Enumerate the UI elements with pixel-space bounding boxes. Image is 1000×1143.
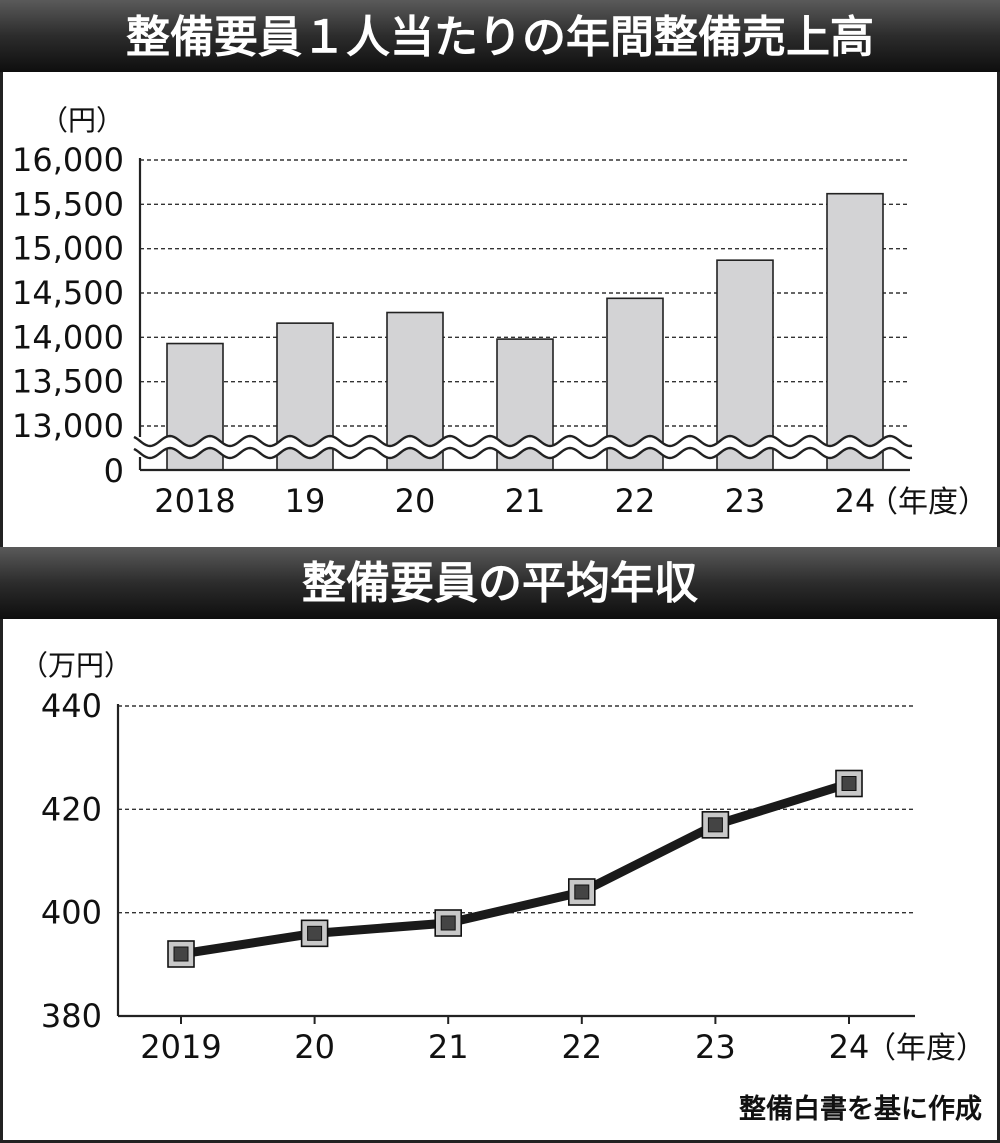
bar-chart-y-tick-label: 15,000 [12,230,124,268]
line-chart-x-ticks: 2019 20 21 22 23 24 [140,1016,869,1066]
source-note: 整備白書を基に作成 [739,1093,982,1125]
line-chart-y-unit: （万円） [20,649,132,682]
bar-chart-x-tick-label: 21 [505,482,546,520]
line-chart-axes [116,704,915,1018]
bar [716,259,774,471]
axis-break-band [134,436,912,458]
line-chart-grid [118,705,915,914]
line-chart-y-tick-label: 380 [41,997,102,1035]
bar-chart-bars [166,192,884,471]
line-chart-x-tick-label: 24 [829,1028,870,1066]
line-chart-x-unit: （年度） [866,1031,986,1066]
axis-break-line-lower [133,446,913,460]
data-point-inner [307,925,323,941]
line-chart-title-band [0,547,1000,619]
line-chart-y-ticks: 440 420 400 380 [41,687,102,1035]
data-point-inner [574,884,590,900]
data-point-inner [707,817,723,833]
line-chart-y-tick-label: 400 [41,894,102,932]
bar-chart-y-tick-label: 14,000 [12,318,124,356]
bar-chart-y-tick-label: 13,500 [12,363,124,401]
bar-chart-x-ticks: 2018 19 20 21 22 23 24 [154,482,875,520]
line-chart-x-tick-label: 23 [695,1028,736,1066]
line-chart-y-tick-label: 420 [41,790,102,828]
bar-chart: 整備要員１人当たりの年間整備売上高 （円） 16,000 15,500 15,000… [0,0,1000,520]
bar-chart-y-tick-label: 16,000 [12,141,124,179]
bar-chart-x-unit: （年度） [868,485,988,520]
bar-chart-y-tick-label: 15,500 [12,185,124,223]
bar-chart-title-band [0,0,1000,72]
bar-chart-x-tick-label: 19 [285,482,326,520]
line-chart-x-tick-label: 20 [294,1028,335,1066]
bar-chart-y-tick-label: 14,500 [12,274,124,312]
series-line [180,779,851,959]
data-point-inner [841,776,857,791]
line-chart-series [167,769,863,968]
bar-chart-x-tick-label: 20 [395,482,436,520]
line-chart: 整備要員の平均年収 （万円） 440 420 400 380 2019 20 21 22 23… [0,547,1000,1066]
bar-chart-y-tick-label: 13,000 [12,407,124,445]
bar-chart-y-ticks: 16,000 15,500 15,000 14,500 14,000 13,500 13,0… [12,141,124,445]
line-chart-x-tick-label: 21 [428,1028,469,1066]
data-point-inner [173,946,189,962]
line-chart-x-tick-label: 22 [561,1028,602,1066]
line-chart-title: 整備要員の平均年収 [302,558,698,609]
line-chart-x-tick-label: 2019 [140,1028,221,1066]
bar [826,192,884,471]
axis-break-zero-label: 0 [104,452,124,490]
bar-chart-x-tick-label: 22 [615,482,656,520]
bar-chart-x-tick-label: 2018 [154,482,235,520]
bar-chart-x-tick-label: 23 [725,482,766,520]
data-point [300,919,329,948]
line-chart-y-tick-label: 440 [41,687,102,725]
bar-chart-axes [138,158,910,472]
data-point-inner [440,915,456,931]
bar-chart-x-tick-label: 24 [835,482,876,520]
axis-break-line-upper [133,434,913,448]
bar-chart-y-unit: （円） [40,104,124,137]
axis-break [133,434,913,460]
bar-chart-title: 整備要員１人当たりの年間整備売上高 [126,12,874,63]
